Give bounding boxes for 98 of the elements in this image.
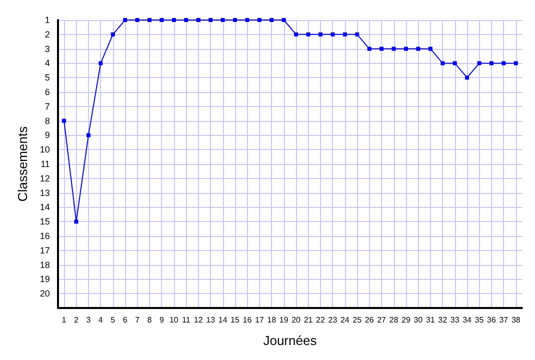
point xyxy=(220,18,225,22)
point xyxy=(465,76,470,80)
x-tick-label: 9 xyxy=(159,316,164,324)
point xyxy=(502,61,506,66)
point xyxy=(440,61,445,66)
point xyxy=(74,220,78,224)
point xyxy=(184,18,188,22)
y-tick-label: 12 xyxy=(40,173,50,184)
x-tick-label: 1 xyxy=(62,316,67,324)
point xyxy=(477,61,482,66)
x-tick-label: 22 xyxy=(316,316,326,324)
x-tick-label: 15 xyxy=(230,316,240,324)
y-tick-label: 11 xyxy=(40,159,50,169)
x-tick-label: 30 xyxy=(414,316,424,324)
y-axis-title: Classements xyxy=(15,126,30,202)
point xyxy=(245,18,250,22)
x-tick-label: 13 xyxy=(206,316,216,324)
point xyxy=(416,46,420,51)
point xyxy=(123,18,128,22)
y-tick-label: 20 xyxy=(40,288,50,299)
y-tick-label: 18 xyxy=(40,260,50,270)
point xyxy=(330,32,335,36)
y-tick-label: 13 xyxy=(40,188,50,198)
point xyxy=(110,32,115,36)
y-tick-label: 16 xyxy=(40,231,50,241)
x-tick-label: 5 xyxy=(110,316,116,324)
x-tick-label: 14 xyxy=(218,316,228,324)
y-tick-label: 14 xyxy=(40,202,50,212)
point xyxy=(318,32,322,36)
x-tick-label: 26 xyxy=(364,316,374,324)
point xyxy=(270,18,274,22)
x-tick-label: 24 xyxy=(340,316,350,324)
y-tick-label: 8 xyxy=(44,116,50,126)
point xyxy=(148,18,152,22)
y-tick-label: 15 xyxy=(40,216,50,227)
x-tick-label: 31 xyxy=(426,316,436,324)
x-tick-label: 28 xyxy=(389,316,399,324)
point xyxy=(98,61,103,66)
x-tick-label: 34 xyxy=(462,316,472,324)
x-tick-label: 36 xyxy=(487,316,496,324)
x-tick-label: 23 xyxy=(328,316,338,324)
y-tick-label: 17 xyxy=(40,245,50,256)
y-tick-label: 9 xyxy=(44,130,50,140)
x-tick-label: 2 xyxy=(74,316,80,324)
point xyxy=(489,61,494,66)
y-tick-label: 5 xyxy=(44,72,50,83)
point xyxy=(160,18,164,22)
point xyxy=(257,18,262,22)
x-tick-label: 4 xyxy=(98,316,104,324)
x-tick-label: 20 xyxy=(292,316,302,324)
x-tick-label: 37 xyxy=(499,316,509,324)
x-tick-label: 8 xyxy=(147,316,152,324)
point xyxy=(514,61,518,66)
point xyxy=(62,118,66,123)
y-tick-label: 19 xyxy=(40,274,50,284)
x-tick-label: 21 xyxy=(304,316,314,324)
point xyxy=(428,46,432,51)
x-tick-label: 6 xyxy=(122,316,128,324)
point xyxy=(208,18,213,22)
point xyxy=(135,18,140,22)
y-tick-label: 7 xyxy=(44,101,50,112)
point xyxy=(392,46,396,51)
point xyxy=(172,18,176,22)
point xyxy=(196,18,200,22)
x-tick-label: 35 xyxy=(474,316,484,324)
point xyxy=(404,46,408,51)
point xyxy=(342,32,347,36)
x-axis-title: Journées xyxy=(263,333,318,348)
y-tick-label: 3 xyxy=(44,44,50,54)
x-tick-label: 7 xyxy=(135,316,140,324)
point xyxy=(355,32,360,36)
point xyxy=(86,133,90,138)
y-tick-label: 4 xyxy=(44,58,50,68)
y-tick-label: 10 xyxy=(40,144,50,155)
y-tick-label: 2 xyxy=(44,29,50,40)
point xyxy=(452,61,457,66)
point xyxy=(294,32,298,36)
point xyxy=(380,46,384,51)
x-tick-label: 3 xyxy=(86,316,92,324)
x-tick-label: 18 xyxy=(267,316,277,324)
x-tick-label: 38 xyxy=(511,316,521,324)
x-tick-label: 10 xyxy=(169,316,179,324)
point xyxy=(282,18,286,22)
point xyxy=(367,46,372,51)
y-tick-label: 1 xyxy=(44,15,50,25)
x-tick-label: 11 xyxy=(182,316,191,324)
x-tick-label: 33 xyxy=(450,316,460,324)
x-tick-label: 32 xyxy=(438,316,448,324)
x-tick-label: 12 xyxy=(194,316,204,324)
x-tick-label: 17 xyxy=(254,316,264,324)
x-tick-label: 29 xyxy=(402,316,411,324)
point xyxy=(232,18,237,22)
x-tick-label: 16 xyxy=(242,316,252,324)
x-tick-label: 27 xyxy=(377,316,387,324)
x-tick-label: 25 xyxy=(352,316,362,324)
x-tick-label: 19 xyxy=(279,316,289,324)
point xyxy=(306,32,310,36)
y-tick-label: 6 xyxy=(44,87,50,97)
